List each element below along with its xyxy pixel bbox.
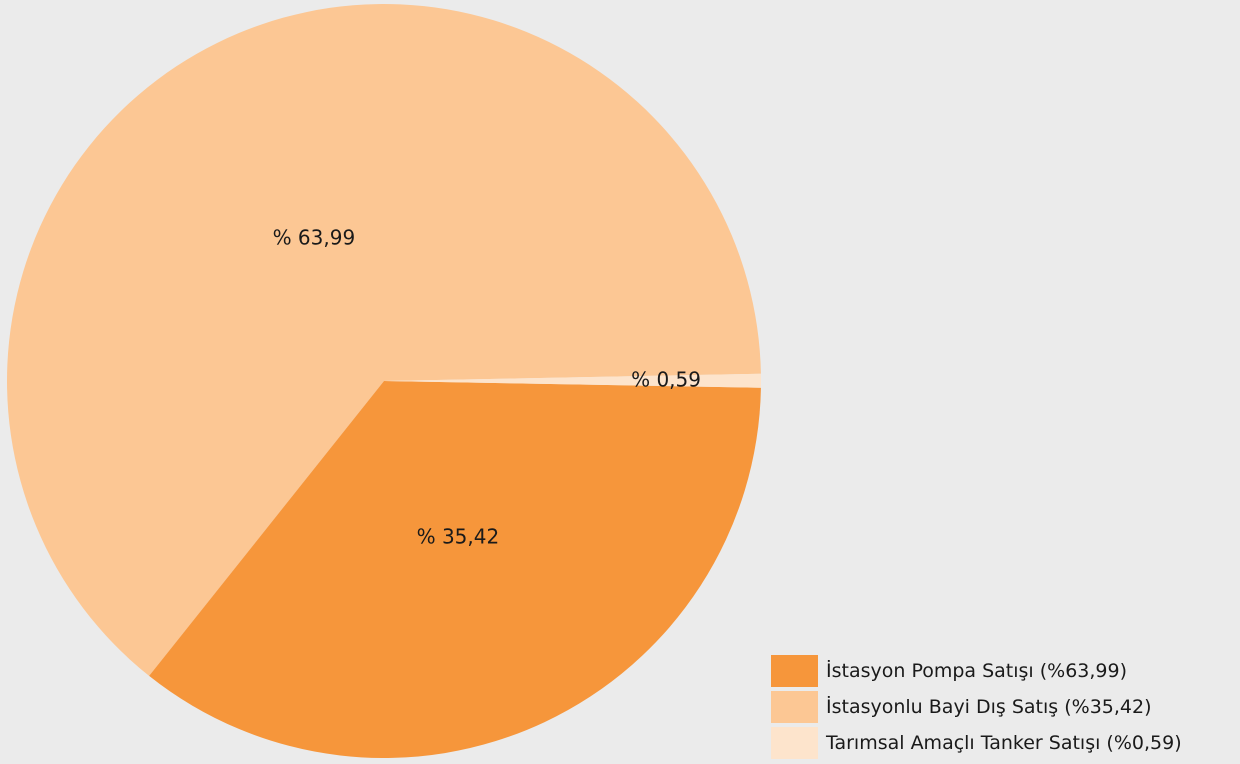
pie-slice — [384, 373, 761, 388]
slice-label: % 63,99 — [273, 226, 356, 250]
slice-label: % 35,42 — [417, 524, 500, 548]
legend-label: Tarımsal Amaçlı Tanker Satışı (%0,59) — [826, 732, 1182, 754]
pie-labels: % 63,99 % 35,42 % 0,59 — [273, 226, 701, 549]
pie-slice — [6, 3, 761, 676]
legend-swatch — [771, 727, 818, 759]
legend-label: İstasyonlu Bayi Dış Satış (%35,42) — [826, 696, 1152, 718]
legend-item-istasyonlu-bayi: İstasyonlu Bayi Dış Satış (%35,42) — [771, 689, 1182, 725]
pie-slice — [149, 381, 761, 758]
pie-slices — [6, 3, 761, 758]
legend-item-istasyon-pompa: İstasyon Pompa Satışı (%63,99) — [771, 653, 1182, 689]
legend-label: İstasyon Pompa Satışı (%63,99) — [826, 660, 1128, 682]
legend-swatch — [771, 655, 818, 687]
slice-label: % 0,59 — [631, 367, 701, 391]
legend: İstasyon Pompa Satışı (%63,99) İstasyonl… — [771, 653, 1182, 761]
legend-item-tarimsal-tanker: Tarımsal Amaçlı Tanker Satışı (%0,59) — [771, 725, 1182, 761]
legend-swatch — [771, 691, 818, 723]
